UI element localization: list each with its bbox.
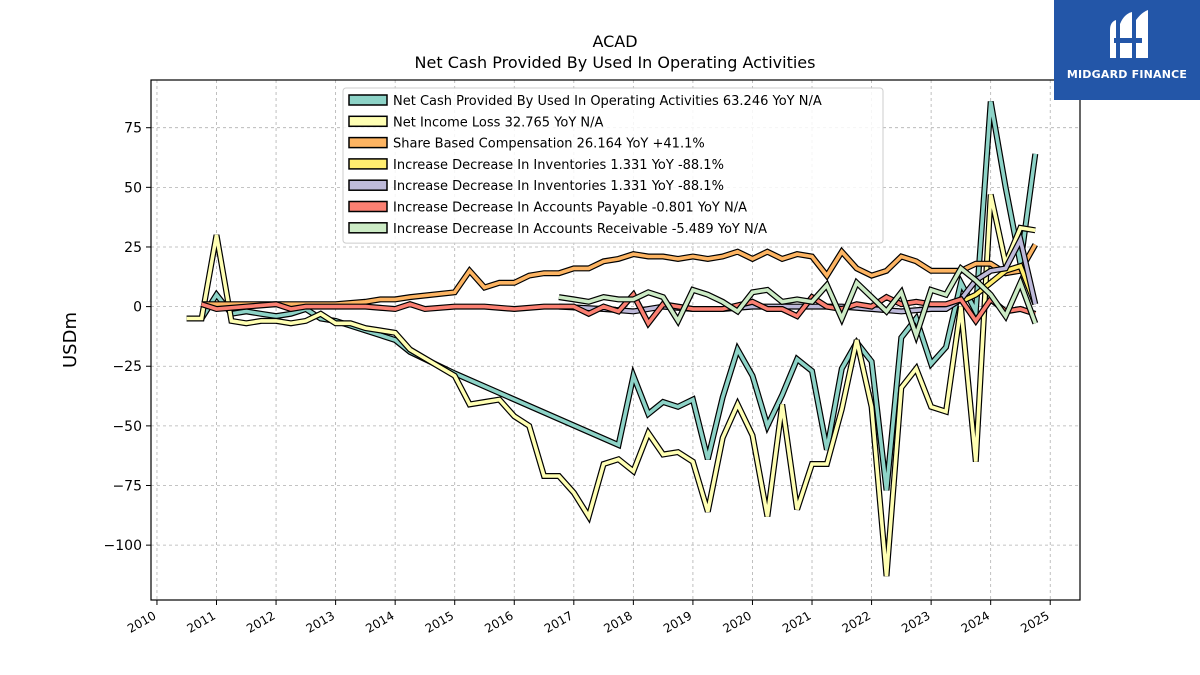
legend-swatch [348,94,388,106]
logo-text: MIDGARD FINANCE [1066,68,1188,81]
series-line-7 [558,265,1037,341]
legend-swatch [348,200,388,213]
y-tick-label: 50 [124,180,142,196]
y-axis-label: USDm [60,312,81,368]
chart-title: ACAD [592,32,637,51]
x-tick-label: 2025 [1018,608,1051,635]
series-line-1 [186,101,1038,491]
midgard-m-icon [1110,10,1148,58]
y-tick-label: −100 [104,538,142,554]
midgard-finance-logo: MIDGARD FINANCE [1054,0,1200,100]
x-tick-label: 2018 [601,608,634,635]
y-tick-label: 75 [124,121,142,137]
legend-entry: Share Based Compensation 26.164 YoY +41.… [393,137,705,152]
x-tick-label: 2017 [542,608,575,635]
x-tick-label: 2012 [244,608,277,635]
x-tick-label: 2014 [363,608,396,635]
legend-entry: Increase Decrease In Inventories 1.331 Y… [393,158,724,173]
series-line-4 [960,263,1037,305]
legend: Net Cash Provided By Used In Operating A… [342,87,884,244]
x-tick-label: 2024 [959,608,992,635]
y-tick-label: −75 [112,479,142,495]
x-tick-label: 2011 [185,608,218,635]
y-tick-label: −25 [112,359,142,375]
chart-subtitle: Net Cash Provided By Used In Operating A… [415,53,816,72]
x-tick-label: 2013 [304,608,337,635]
legend-entry: Increase Decrease In Inventories 1.331 Y… [393,179,724,194]
y-tick-label: 25 [124,240,142,256]
x-tick-label: 2016 [482,608,515,635]
legend-box [342,87,884,244]
legend-swatch [348,222,388,234]
series-line-outline-2 [186,193,1036,577]
series-line-3 [201,243,1037,307]
series-line-outline-3 [201,243,1038,308]
legend-entry: Net Cash Provided By Used In Operating A… [393,94,822,109]
x-tick-label: 2015 [423,608,456,635]
series-line-2 [186,194,1036,577]
x-tick-label: 2020 [721,608,754,635]
legend-entry: Increase Decrease In Accounts Payable -0… [393,201,747,216]
plot-frame [150,79,1081,601]
x-tick-label: 2019 [661,608,694,635]
legend-swatch [348,136,388,149]
x-tick-label: 2023 [899,608,932,635]
x-tick-label: 2022 [840,608,873,635]
legend-entry: Net Income Loss 32.765 YoY N/A [393,115,604,130]
x-tick-label: 2021 [780,608,813,635]
legend-swatch [348,115,388,128]
legend-swatch [348,179,388,191]
legend-entry: Increase Decrease In Accounts Receivable… [393,222,767,237]
x-tick-label: 2010 [125,608,158,635]
series-layer [186,100,1039,577]
legend-swatch [348,158,388,170]
y-tick-label: −50 [112,419,142,435]
y-tick-label: 0 [133,300,142,316]
